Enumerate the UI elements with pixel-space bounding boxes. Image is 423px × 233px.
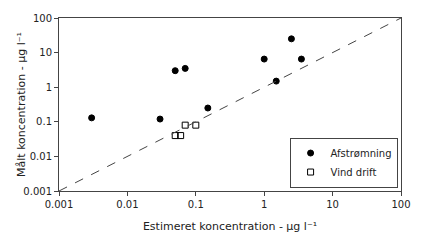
svg-text:100: 100 bbox=[33, 13, 52, 24]
svg-text:1: 1 bbox=[261, 199, 267, 210]
svg-text:100: 100 bbox=[391, 199, 410, 210]
svg-text:1: 1 bbox=[46, 82, 52, 93]
svg-text:Estimeret koncentration - µg l: Estimeret koncentration - µg l⁻¹ bbox=[143, 220, 317, 233]
svg-text:0.01: 0.01 bbox=[116, 199, 138, 210]
svg-text:Vind drift: Vind drift bbox=[331, 167, 377, 178]
svg-text:Afstrømning: Afstrømning bbox=[331, 148, 392, 159]
svg-text:Målt koncentration - µg l⁻¹: Målt koncentration - µg l⁻¹ bbox=[15, 32, 28, 177]
svg-text:10: 10 bbox=[39, 47, 52, 58]
svg-text:0.01: 0.01 bbox=[30, 151, 52, 162]
svg-text:0.001: 0.001 bbox=[23, 186, 52, 197]
svg-text:10: 10 bbox=[326, 199, 339, 210]
svg-text:0.1: 0.1 bbox=[36, 116, 52, 127]
svg-text:0.001: 0.001 bbox=[45, 199, 74, 210]
svg-text:0.1: 0.1 bbox=[188, 199, 204, 210]
